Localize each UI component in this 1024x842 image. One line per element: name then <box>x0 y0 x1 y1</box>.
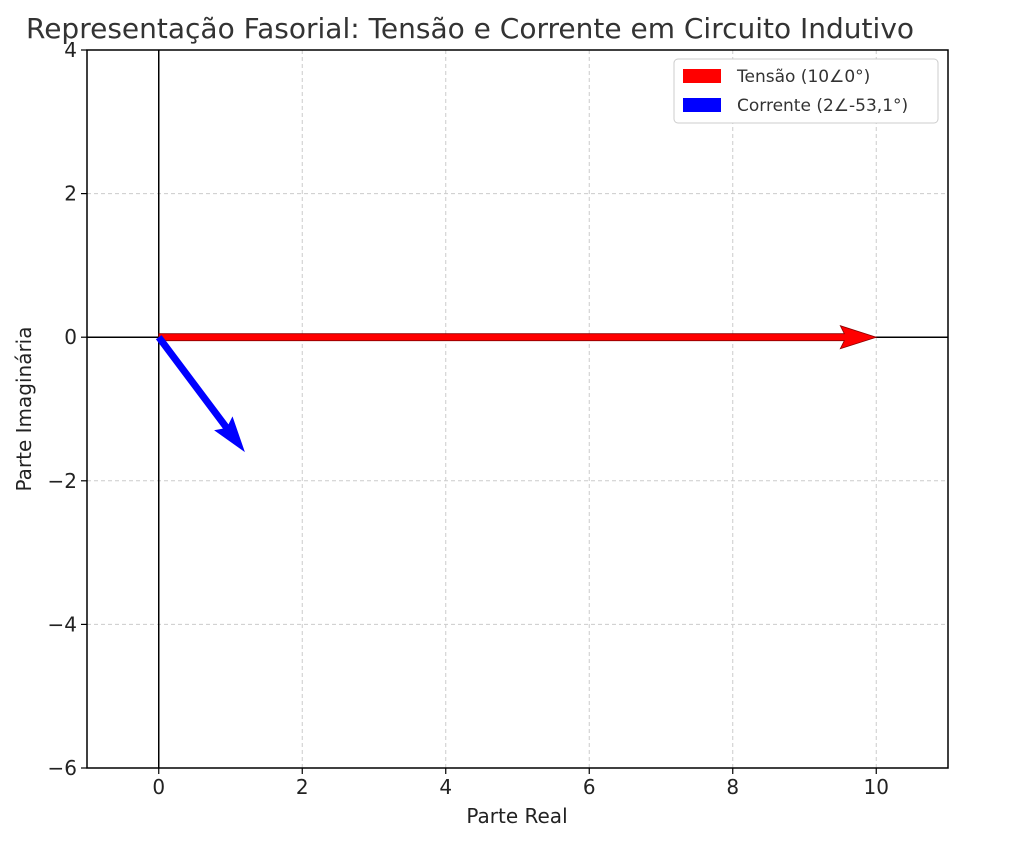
y-axis-label: Parte Imaginária <box>12 327 36 492</box>
x-axis-label: Parte Real <box>466 804 567 828</box>
voltage-phasor-arrow <box>158 325 878 350</box>
y-tick-label: 4 <box>64 38 77 62</box>
x-tick-label: 6 <box>583 775 596 799</box>
plot-frame <box>86 49 949 769</box>
legend-swatch-current <box>683 98 721 112</box>
x-tick-label: 4 <box>439 775 452 799</box>
x-tick-label: 2 <box>296 775 309 799</box>
legend-label-current: Corrente (2∠-53,1°) <box>737 96 908 116</box>
legend-box <box>673 58 939 124</box>
x-tick-label: 0 <box>152 775 165 799</box>
y-ticks: 4 2 0 −2 −4 −6 <box>48 38 87 780</box>
chart-title: Representação Fasorial: Tensão e Corrent… <box>26 12 914 45</box>
phasors <box>155 325 878 453</box>
x-ticks: 0 2 4 6 8 10 <box>152 768 889 799</box>
legend: Tensão (10∠0°) Corrente (2∠-53,1°) <box>673 58 939 124</box>
legend-label-voltage: Tensão (10∠0°) <box>736 67 870 87</box>
y-tick-label: −2 <box>48 469 77 493</box>
current-phasor-arrow <box>155 335 245 453</box>
y-tick-label: −6 <box>48 756 77 780</box>
x-tick-label: 10 <box>864 775 889 799</box>
legend-swatch-voltage <box>683 69 721 83</box>
y-tick-label: 0 <box>64 325 77 349</box>
y-tick-label: 2 <box>64 182 77 206</box>
x-tick-label: 8 <box>726 775 739 799</box>
y-tick-label: −4 <box>48 612 77 636</box>
